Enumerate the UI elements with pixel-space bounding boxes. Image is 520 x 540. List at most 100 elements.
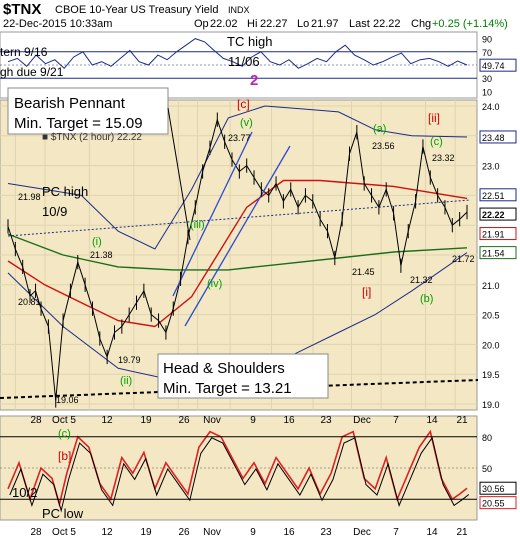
header-exchange: INDX	[228, 5, 250, 15]
right-axis: 90 70 49.74 30 10 24.0 23.48 23.0 22.51 22.22 21.9…	[479, 35, 517, 510]
wave-ii-red: [ii]	[428, 111, 440, 125]
price-axis-label: 19.0	[482, 400, 500, 410]
rsi-x-axis-label: Oct 5	[52, 527, 76, 538]
top-value-box	[479, 58, 517, 72]
top-axis-label: 30	[482, 74, 492, 84]
price-label-2145: 21.45	[352, 267, 375, 277]
rsi-x-axis-label: 9	[250, 527, 256, 538]
price-label-2198: 21.98	[18, 192, 41, 202]
top-indicator-line	[7, 38, 468, 70]
rsi-x-axis-label: 16	[283, 527, 295, 538]
price-label-2377: 23.77	[228, 133, 251, 143]
price-axis-label: 19.5	[482, 370, 500, 380]
bearish-pennant-title: Bearish Pennant	[14, 95, 126, 112]
price-axis-label: 22.51	[482, 191, 505, 201]
price-grid	[0, 100, 477, 410]
price-label-2172: 21.72	[452, 254, 475, 264]
price-axis-label: 23.0	[482, 162, 500, 172]
wave-iv: (iv)	[207, 278, 222, 290]
header-change-label: Chg	[411, 18, 432, 30]
header-symbol: $TNX	[3, 1, 42, 18]
tnx-legend: ■ $TNX (2 hour) 22.22	[42, 132, 142, 143]
price-axis-label: 21.91	[482, 230, 505, 240]
price-axis-label: 22.22	[482, 210, 505, 220]
rsi-panel	[0, 429, 477, 513]
rsi-x-axis-label: 21	[456, 527, 468, 538]
head-shoulders-target: Min. Target = 13.21	[163, 380, 292, 397]
price-label-1906: 19.06	[56, 395, 79, 405]
pennant-lower-trendline	[184, 145, 291, 327]
rsi-axis-label: 30.56	[482, 484, 505, 494]
wave-b: (b)	[420, 293, 433, 305]
rsi-shadow-line	[9, 436, 470, 513]
header-high-value: 22.27	[260, 18, 288, 30]
turn-916-label: tern 9/16	[0, 45, 48, 59]
rsi-x-axis-label: 19	[140, 527, 152, 538]
price-label-2132: 21.32	[410, 275, 433, 285]
wave-c-red: [c]	[237, 97, 250, 111]
tc-date-label: 11/06	[228, 54, 260, 69]
x-axis: 28 28 Oct 5 Oct 5 12 12 19 19 26 26 Nov Nov 9 9 16 16 23…	[30, 415, 468, 538]
head-shoulders-title: Head & Shoulders	[163, 360, 285, 377]
price-value-box	[479, 188, 517, 202]
price-label-1979: 19.79	[118, 355, 141, 365]
x-axis-label: 26	[178, 415, 190, 426]
header-open-value: 22.02	[210, 18, 238, 30]
wave-i: (i)	[92, 236, 102, 248]
price-value-box	[479, 227, 517, 241]
x-axis-label: 9	[250, 415, 256, 426]
wave-a: (a)	[373, 123, 386, 135]
price-label-2138: 21.38	[90, 250, 113, 260]
header-datetime: 22-Dec-2015 10:33am	[3, 18, 113, 30]
rsi-axis-label: 80	[482, 433, 492, 443]
x-axis-label: 16	[283, 415, 295, 426]
top-axis-label: 90	[482, 35, 492, 45]
price-label-2081: 20.81	[18, 297, 41, 307]
bearish-pennant-box	[7, 87, 169, 135]
header-open-label: Op	[194, 18, 209, 30]
price-axis-label: 23.48	[482, 133, 505, 143]
rsi-axis-label: 20.55	[482, 499, 505, 509]
x-axis-label: 23	[320, 415, 332, 426]
channel-dotted-line	[7, 199, 471, 237]
rsi-x-axis-label: 28	[30, 527, 42, 538]
rsi-102-label: 10/2	[12, 485, 37, 500]
rsi-axis-label: 50	[482, 464, 492, 474]
price-label-2356: 23.56	[372, 141, 395, 151]
x-axis-label: 14	[426, 415, 438, 426]
price-axis-label: 20.0	[482, 340, 500, 350]
wave-v: (v)	[240, 117, 253, 129]
header-change-value: +0.25 (+1.14%)	[432, 18, 508, 30]
rsi-x-axis-label: 23	[320, 527, 332, 538]
rsi-x-axis-label: Nov	[203, 527, 221, 538]
tc-high-label: TC high	[227, 34, 273, 49]
pennant-pointer-line	[167, 107, 191, 241]
x-axis-label: 7	[393, 415, 399, 426]
x-axis-label: Dec	[353, 415, 371, 426]
header-name: CBOE 10-Year US Treasury Yield	[55, 4, 219, 16]
rsi-x-axis-label: 7	[393, 527, 399, 538]
pc-high-date: 10/9	[42, 204, 67, 219]
wave-c: (c)	[430, 136, 443, 148]
price-value-box	[479, 130, 517, 144]
x-axis-label: 19	[140, 415, 152, 426]
x-axis-label: Oct 5	[52, 415, 76, 426]
bollinger-upper-line	[7, 105, 468, 250]
header-last-label: Last	[349, 18, 370, 30]
top-indicator-panel	[0, 38, 477, 79]
ma-green-line	[7, 233, 468, 271]
rsi-x-axis-label: Dec	[353, 527, 371, 538]
top-axis-label: 49.74	[482, 61, 505, 71]
annotations: TC high 11/06 2 tern 9/16 gh due 9/21 Be…	[0, 34, 475, 521]
wave-iii: (iii)	[190, 219, 205, 231]
wave-ii: (ii)	[120, 375, 132, 387]
pennant-upper-trendline	[172, 131, 253, 297]
rsi-wave-b: [b]	[58, 449, 71, 463]
rsi-x-axis-label: 14	[426, 527, 438, 538]
price-axis-label: 21.54	[482, 249, 505, 259]
pc-low-label: PC low	[42, 506, 84, 521]
cycle-number-label: 2	[250, 72, 258, 89]
header-low-label: Lo	[297, 18, 310, 30]
rsi-x-axis-label: 26	[178, 527, 190, 538]
